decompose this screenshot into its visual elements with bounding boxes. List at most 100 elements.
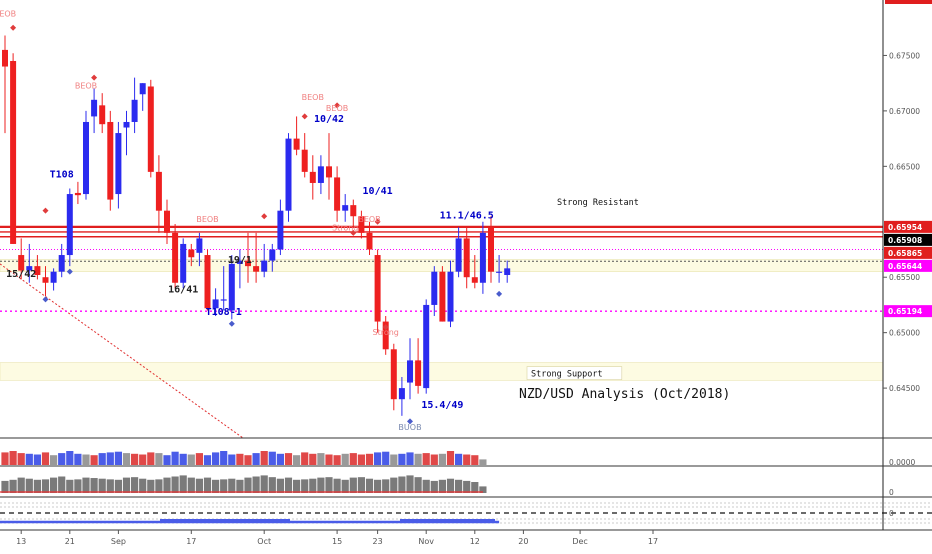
oscillator-bar	[50, 477, 58, 493]
lower-indicator-panel: 0	[0, 502, 932, 531]
candle-body	[407, 360, 413, 383]
signal-diamond	[261, 213, 268, 220]
volume-bar	[17, 453, 25, 465]
volume-bar	[446, 451, 455, 465]
volume-bar	[236, 453, 244, 465]
current-price-marker	[885, 0, 932, 4]
signal-diamond	[66, 268, 73, 275]
volume-bar	[284, 453, 293, 465]
candle-body	[115, 133, 122, 195]
oscillator-bar	[220, 479, 228, 493]
annotation-label: 15.4/49	[421, 400, 463, 411]
annotation-label: 15/42	[6, 269, 36, 280]
oscillator-bar	[309, 478, 317, 493]
volume-bar	[114, 451, 122, 465]
oscillator-bar	[228, 478, 236, 493]
volume-bar	[357, 454, 365, 465]
oscillator-bar	[187, 477, 195, 493]
volume-bar	[147, 452, 155, 465]
oscillator-bar	[374, 479, 382, 493]
candle-body	[285, 138, 292, 211]
oscillator-bar	[82, 477, 90, 493]
volume-bar	[1, 452, 9, 465]
volume-bar	[301, 452, 309, 465]
volume-bar	[341, 453, 349, 465]
candle-body	[42, 277, 49, 283]
signal-diamond	[350, 229, 357, 236]
oscillator-bar	[17, 477, 25, 493]
volume-bar	[74, 453, 82, 465]
oscillator-bar	[422, 479, 430, 493]
level-label-0.65908: 0.65908	[888, 236, 922, 245]
lower-axis-label: 0	[889, 509, 894, 518]
level-label-0.65865: 0.65865	[888, 249, 922, 258]
annotation-label: 11.1/46.5	[440, 210, 494, 221]
candle-body	[83, 121, 89, 195]
volume-bar	[382, 451, 390, 465]
signal-diamond	[228, 320, 235, 327]
volume-bar	[122, 453, 131, 465]
candle-body	[2, 49, 8, 67]
volume-bar	[90, 455, 98, 465]
x-tick-label: Sep	[111, 537, 126, 546]
signal-diamond	[407, 418, 413, 425]
volume-bar	[179, 453, 187, 465]
candle-body	[172, 232, 179, 283]
candle-body	[58, 255, 65, 272]
oscillator-bar	[268, 477, 276, 493]
oscillator-bar	[325, 477, 333, 493]
candle-body	[34, 266, 41, 275]
zone-label-box	[553, 195, 661, 208]
oscillator-bar	[365, 478, 374, 493]
x-tick-label: 21	[65, 537, 75, 546]
candle-body	[317, 166, 324, 183]
volume-bar	[430, 454, 438, 465]
oscillator-bar	[349, 477, 357, 493]
annotation-label: Strong	[332, 224, 358, 233]
oscillator-bar	[25, 478, 33, 493]
candle-body	[107, 121, 114, 200]
volume-bar	[479, 459, 487, 465]
candle-body	[471, 277, 478, 283]
annotation-label: 10/42	[314, 114, 344, 125]
volume-bar	[33, 454, 41, 465]
level-label-0.65644: 0.65644	[888, 262, 922, 271]
volume-bar	[325, 454, 333, 465]
signal-diamond	[42, 296, 49, 303]
candle-body	[479, 232, 486, 283]
candle-body	[261, 260, 268, 272]
oscillator-bar	[406, 475, 414, 493]
signal-diamond	[374, 218, 381, 225]
oscillator-bar	[114, 479, 122, 493]
candle-body	[10, 60, 17, 244]
oscillator-bar	[252, 476, 260, 493]
oscillator-bar	[122, 477, 131, 493]
trend-line	[0, 263, 244, 439]
oscillator-bar	[41, 479, 50, 493]
candle-body	[123, 121, 130, 128]
oscillator-axis-label: 0	[889, 488, 894, 497]
volume-bar	[398, 453, 406, 465]
chart-title: NZD/USD Analysis (Oct/2018)	[519, 387, 730, 402]
oscillator-bar	[212, 479, 220, 493]
candle-body	[164, 210, 170, 233]
candle-body	[293, 138, 300, 150]
volume-bar	[220, 451, 228, 465]
oscillator-bar	[1, 480, 9, 493]
volume-bar	[349, 453, 357, 465]
volume-bar	[41, 452, 50, 465]
annotation-label: T108-1	[206, 307, 242, 318]
annotation-label: BEOB	[326, 104, 348, 113]
signal-diamond	[91, 74, 98, 81]
volume-bar	[268, 451, 276, 465]
oscillator-bar	[139, 478, 147, 493]
annotation-label: 16/41	[168, 285, 198, 296]
oscillator-bar	[446, 478, 455, 493]
oscillator-bar	[260, 475, 268, 493]
annotations-layer: BEOBBEOBBEOBBEOBBEOBBEOBT10810/4210/4111…	[0, 10, 503, 432]
oscillator-bar	[98, 478, 106, 493]
candle-body	[439, 271, 446, 322]
x-tick-label: Dec	[572, 537, 587, 546]
volume-bar	[82, 454, 90, 465]
price-axis: 0.67500 0.67000 0.66500 0.65500 0.65000 0.645…	[882, 0, 932, 530]
